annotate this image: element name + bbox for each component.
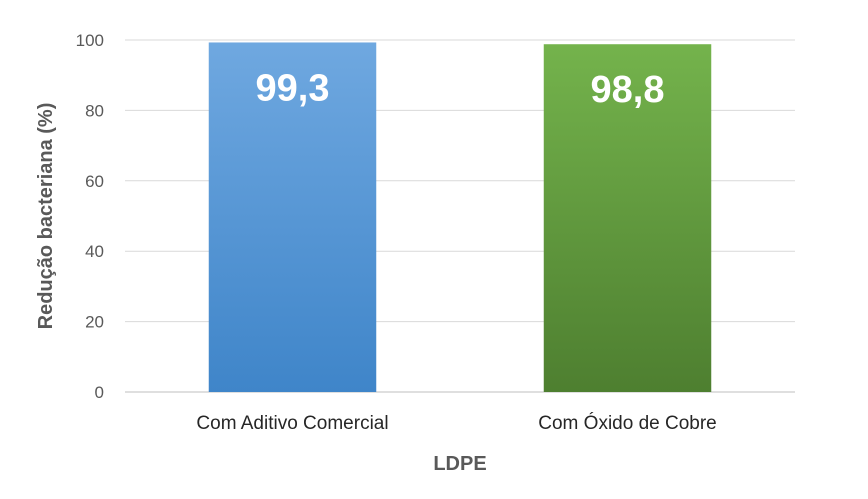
data-labels: 99,3 98,8 bbox=[256, 67, 665, 111]
y-axis-title: Redução bacteriana (%) bbox=[35, 103, 57, 330]
y-tick-label: 80 bbox=[85, 101, 104, 120]
x-category-label: Com Óxido de Cobre bbox=[538, 412, 716, 434]
y-tick-label: 40 bbox=[85, 242, 104, 261]
x-category-label: Com Aditivo Comercial bbox=[196, 413, 388, 434]
y-axis-ticks: 0 20 40 60 80 100 bbox=[76, 31, 104, 402]
bar bbox=[543, 44, 712, 392]
y-tick-label: 20 bbox=[85, 313, 104, 332]
y-tick-label: 100 bbox=[76, 31, 104, 50]
x-axis-title: LDPE bbox=[433, 453, 486, 475]
x-axis-categories: Com Aditivo Comercial Com Óxido de Cobre bbox=[196, 412, 716, 434]
y-tick-label: 0 bbox=[95, 383, 104, 402]
data-label: 99,3 bbox=[256, 67, 330, 109]
bar bbox=[208, 42, 377, 393]
bars bbox=[208, 42, 712, 393]
y-tick-label: 60 bbox=[85, 172, 104, 191]
data-label: 98,8 bbox=[591, 69, 665, 111]
